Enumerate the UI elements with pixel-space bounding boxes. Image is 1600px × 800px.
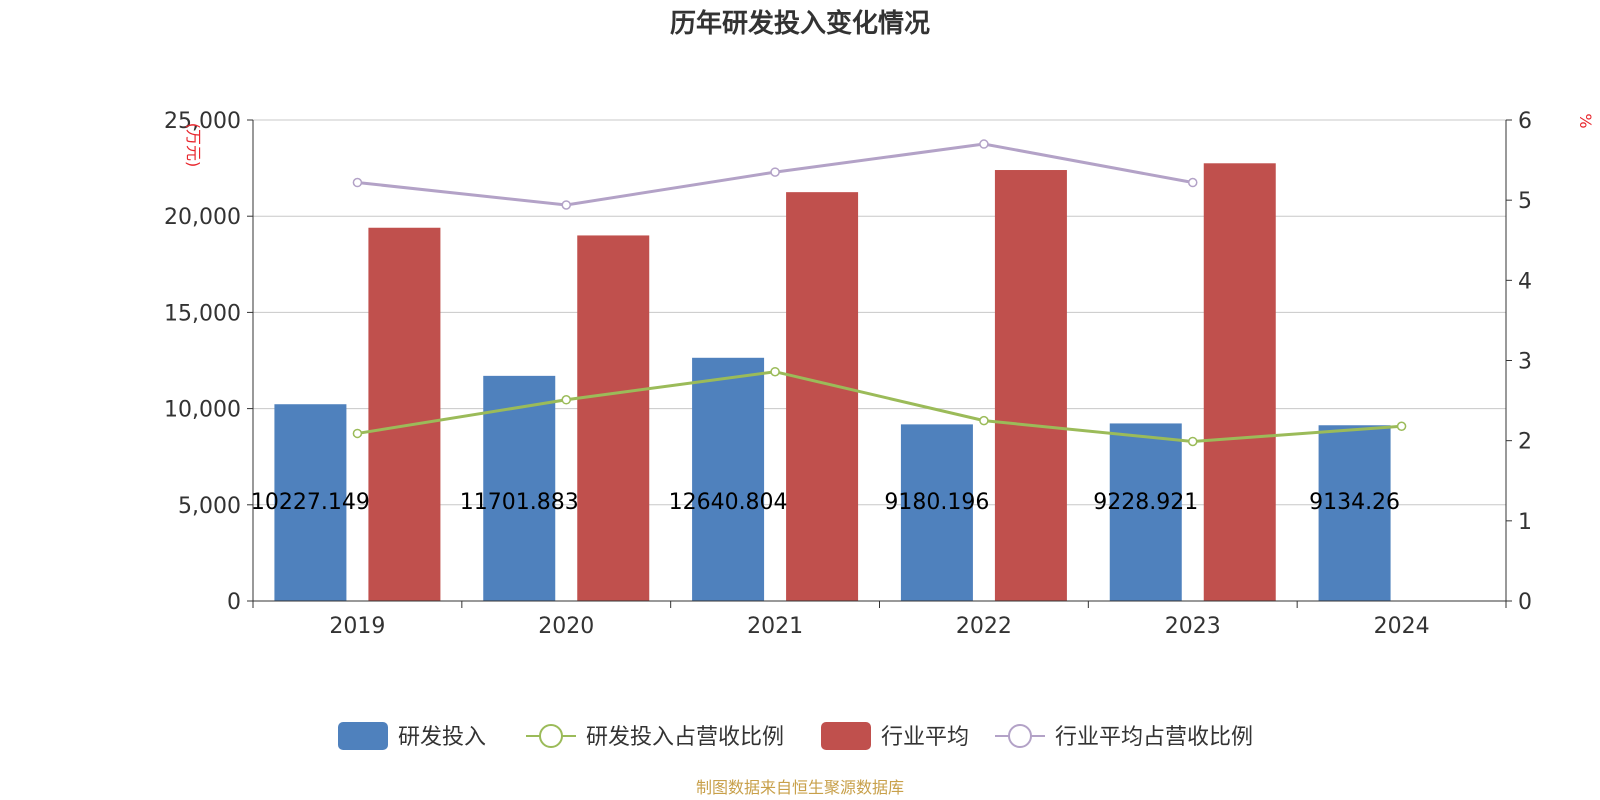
right-tick-label: 0 [1518, 590, 1532, 615]
bar-group [274, 163, 1391, 602]
right-tick-label: 4 [1518, 269, 1532, 294]
x-tick-label: 2023 [1165, 614, 1221, 639]
line-point [352, 428, 363, 439]
legend: 研发投入 研发投入占营收比例 行业平均 行业平均占营收比例 [338, 722, 1253, 750]
right-tick-label: 2 [1518, 430, 1532, 455]
x-tick-label: 2019 [329, 614, 385, 639]
right-tick-label: 3 [1518, 350, 1532, 375]
line-point [1188, 177, 1198, 188]
bar-industry-2023 [1203, 163, 1276, 602]
data-label: 9180.196 [884, 490, 989, 515]
legend-swatch-marker [1008, 724, 1032, 748]
bar-rd-2024 [1318, 425, 1391, 601]
grid-lines [253, 119, 1506, 506]
line-point [352, 177, 363, 188]
line-point [979, 415, 989, 426]
bar-rd-2020 [483, 375, 556, 601]
line-point [1396, 421, 1407, 431]
left-tick-label: 5,000 [178, 494, 241, 519]
legend-swatch-bar [338, 722, 388, 750]
bar-rd-2019 [274, 404, 347, 601]
data-label: 12640.804 [669, 490, 788, 515]
legend-swatch-marker [539, 724, 563, 748]
line-point [561, 200, 571, 210]
right-tick-label: 5 [1518, 189, 1532, 214]
data-label: 11701.883 [460, 490, 579, 515]
left-tick-label: 0 [227, 590, 241, 615]
data-label: 9228.921 [1093, 490, 1198, 515]
bar-rd-2023 [1109, 423, 1182, 601]
legend-swatch-bar [821, 722, 871, 750]
legend-label: 研发投入 [398, 725, 486, 750]
axes: 0 5,000 10,000 15,000 20,000 25,000 0 1 2 3 4 5 6 201… [164, 109, 1532, 639]
right-axis-unit: % [1576, 113, 1595, 128]
right-tick-label: 1 [1518, 510, 1532, 535]
line-point [770, 167, 780, 177]
bar-industry-2021 [786, 192, 859, 601]
bar-industry-2019 [368, 227, 441, 601]
left-tick-label: 25,000 [164, 109, 241, 134]
line-point [979, 139, 989, 149]
left-axis-unit: (万元) [184, 123, 203, 168]
x-tick-label: 2022 [956, 614, 1012, 639]
legend-label: 行业平均占营收比例 [1055, 725, 1253, 750]
left-tick-label: 15,000 [164, 301, 241, 326]
right-tick-label: 6 [1518, 109, 1532, 134]
legend-label: 研发投入占营收比例 [586, 725, 784, 750]
x-tick-label: 2024 [1374, 614, 1430, 639]
x-tick-label: 2021 [747, 614, 803, 639]
bar-industry-2020 [577, 235, 650, 601]
bar-industry-2022 [994, 170, 1067, 602]
chart-title: 历年研发投入变化情况 [670, 8, 930, 39]
data-label: 9134.26 [1309, 490, 1400, 515]
source-note: 制图数据来自恒生聚源数据库 [696, 778, 904, 797]
line-series-0 [357, 370, 1402, 443]
bar-rd-2021 [692, 357, 765, 601]
left-tick-label: 20,000 [164, 205, 241, 230]
data-labels: 10227.149 11701.883 12640.804 9180.196 9228.… [251, 490, 1400, 515]
left-tick-label: 10,000 [164, 398, 241, 423]
line-group [352, 139, 1407, 447]
legend-label: 行业平均 [881, 725, 969, 750]
line-point [1188, 436, 1198, 447]
data-label: 10227.149 [251, 490, 370, 515]
line-point [770, 366, 780, 377]
bar-rd-2022 [900, 424, 973, 601]
line-point [561, 395, 571, 405]
x-tick-label: 2020 [538, 614, 594, 639]
